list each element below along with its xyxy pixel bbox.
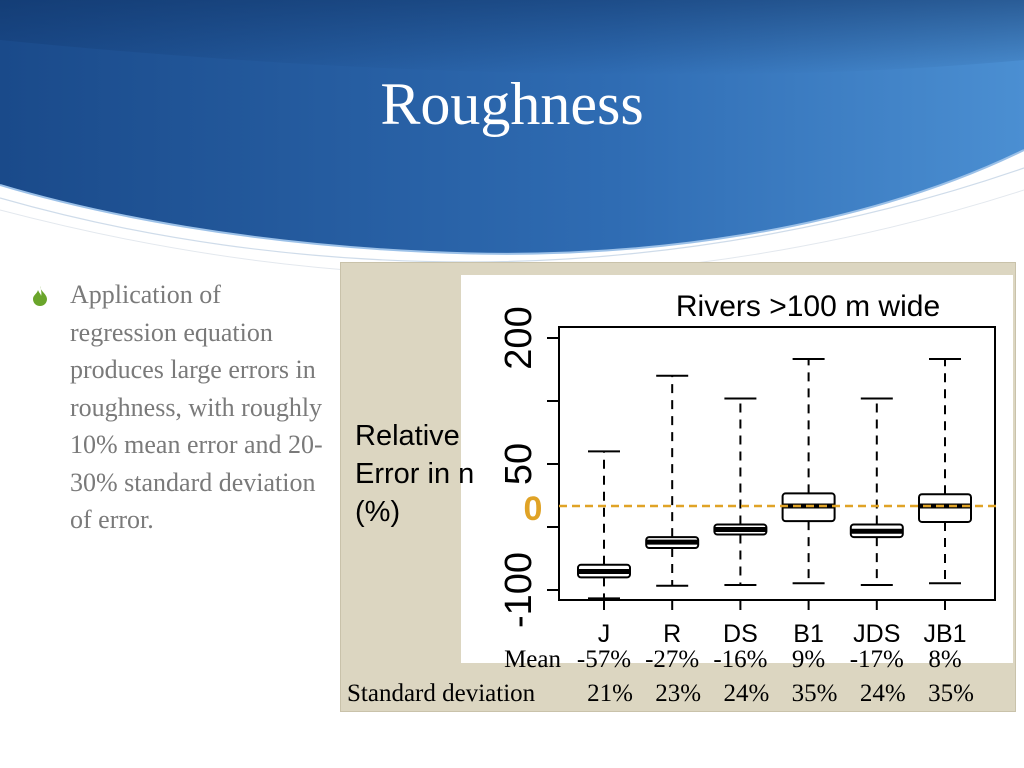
x-tick-label: JDS <box>853 620 900 648</box>
slide-header-banner <box>0 0 1024 277</box>
boxplot-chart: Rivers >100 m wide Relative Error in n (… <box>347 275 1013 707</box>
stats-table: Mean -57% -27% -16% 9% -17% 8% Standard deviati… <box>347 646 974 707</box>
x-tick-label: DS <box>723 620 758 648</box>
y-axis-label-line: Relative <box>355 420 460 452</box>
y-tick-label: 50 <box>498 443 540 485</box>
mean-value: -27% <box>645 646 699 673</box>
sd-value: 21% <box>587 680 633 707</box>
chart-title: Rivers >100 m wide <box>676 290 940 323</box>
zero-label: 0 <box>524 490 543 528</box>
x-tick-label: B1 <box>793 620 824 648</box>
mean-value: -17% <box>850 646 904 673</box>
plot-background <box>461 275 1013 663</box>
page-title: Roughness <box>380 71 644 137</box>
y-axis-label: Relative Error in n (%) <box>355 420 474 528</box>
x-tick-label: J <box>598 620 611 648</box>
x-tick-label: JB1 <box>923 620 966 648</box>
y-tick-label: -100 <box>498 552 540 628</box>
bullet-text: Application of regression equation produ… <box>70 280 323 534</box>
flame-bullet-icon <box>33 286 47 306</box>
mean-value: 8% <box>928 646 961 673</box>
plot-layer: 200 50 -100 J R DS B1 JDS JB1 0 <box>498 306 1001 648</box>
mean-value: 9% <box>792 646 825 673</box>
sd-value: 35% <box>928 680 974 707</box>
sd-value: 23% <box>655 680 701 707</box>
y-tick-label: 200 <box>498 306 540 369</box>
mean-value: -57% <box>577 646 631 673</box>
sd-value: 35% <box>792 680 838 707</box>
y-axis-label-line: (%) <box>355 496 400 528</box>
sd-value: 24% <box>860 680 906 707</box>
mean-value: -16% <box>713 646 767 673</box>
sd-row-label: Standard deviation <box>347 680 536 707</box>
x-tick-label: R <box>663 620 681 648</box>
mean-row-label: Mean <box>504 646 561 673</box>
figure-panel: Rivers >100 m wide Relative Error in n (… <box>340 262 1016 712</box>
sd-value: 24% <box>723 680 769 707</box>
y-axis-label-line: Error in n <box>355 458 474 490</box>
